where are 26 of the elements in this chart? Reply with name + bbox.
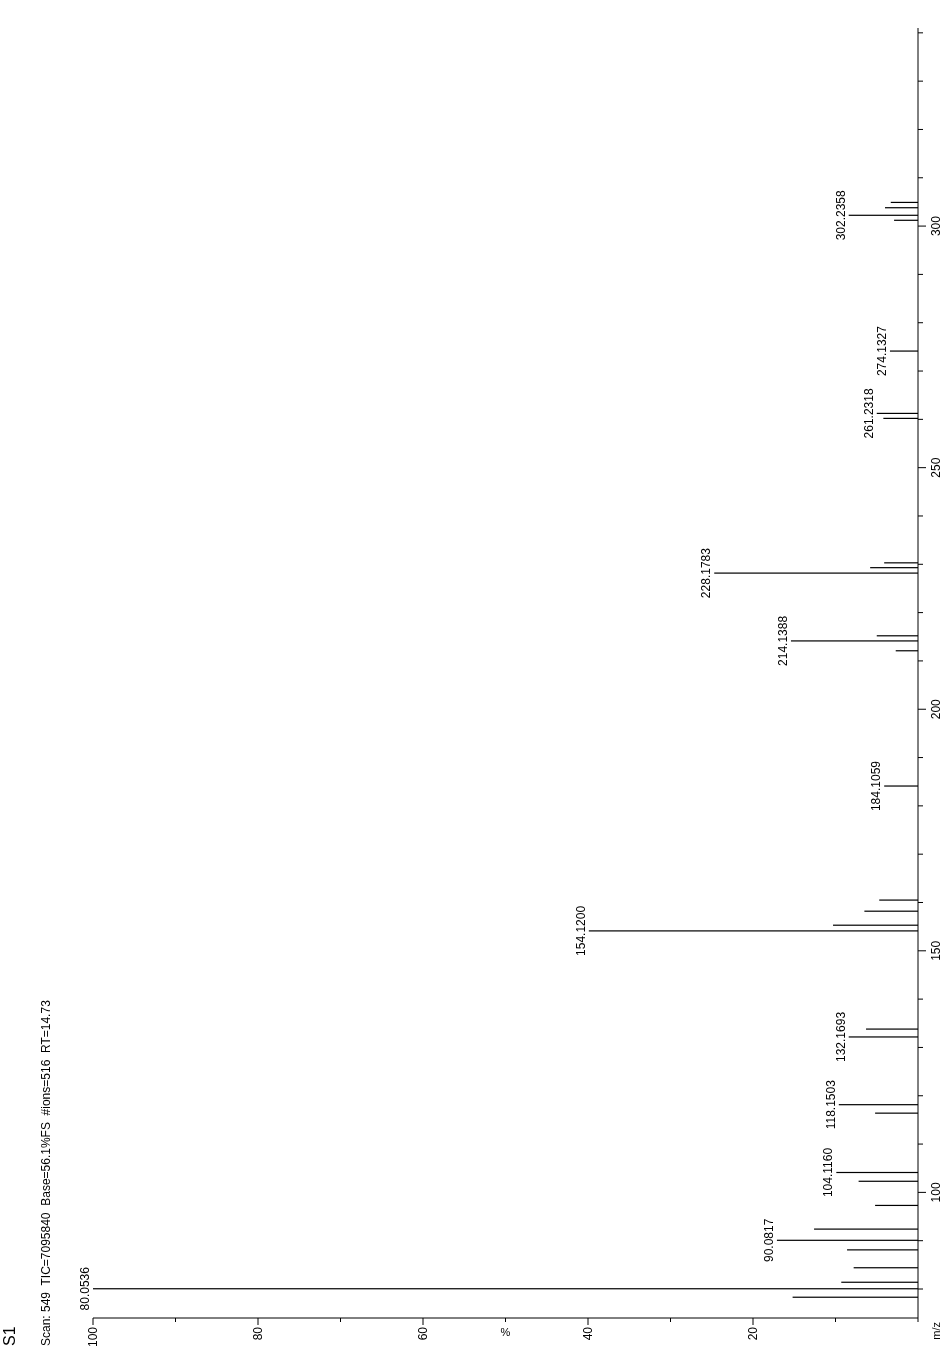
annotation: 118.1503 — [823, 1079, 838, 1130]
annotation: 214.1388 — [775, 615, 790, 666]
y-tick-label: 300 — [929, 215, 943, 237]
y-tick-label: 100 — [929, 1182, 943, 1203]
x-tick-label: 20 — [746, 1326, 761, 1341]
y-axis-title: m/z — [930, 1322, 942, 1340]
annotation: 104.1160 — [821, 1147, 836, 1198]
annotation: 261.2318 — [861, 388, 876, 439]
annotation: 228.1783 — [699, 547, 714, 599]
annotation: 274.1327 — [874, 325, 889, 377]
x-tick-label: 80 — [251, 1326, 266, 1341]
x-tick-label: 100 — [86, 1326, 101, 1348]
y-tick-label: 200 — [929, 698, 943, 720]
x-tick-label: 60 — [416, 1326, 431, 1341]
annotation: 154.1200 — [573, 905, 588, 956]
y-tick-label: 150 — [929, 940, 943, 961]
annotation: 302.2358 — [833, 189, 848, 241]
text: Scan: 549 TIC=7095840 Base=56.1%FS #ions=516 RT=14.73 — [39, 999, 53, 1346]
x-axis-title: % — [500, 1326, 511, 1338]
annotation: 184.1059 — [869, 760, 884, 812]
annotation: 132.1693 — [833, 1011, 848, 1062]
annotation: 80.0536 — [78, 1266, 92, 1311]
y-tick-label: 250 — [929, 457, 943, 478]
text: S1 — [1, 1326, 18, 1346]
annotation: 90.0817 — [761, 1218, 776, 1262]
x-tick-label: 40 — [581, 1326, 596, 1341]
